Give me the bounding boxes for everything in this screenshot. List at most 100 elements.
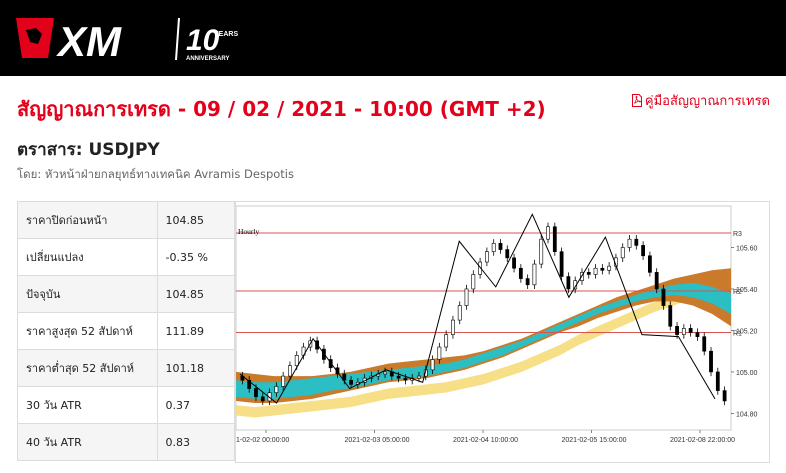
candle-body <box>709 350 713 373</box>
candle-body <box>675 325 679 335</box>
x-tick-label: 2021-02-04 10:00:00 <box>453 437 518 444</box>
candle-body <box>430 359 435 371</box>
candle-body <box>654 272 659 290</box>
y-tick-label: 105.60 <box>736 245 758 252</box>
price-chart: R3 R2 R1 Hourly 105.60 105.40 105.20 105.00 104.… <box>235 201 770 463</box>
candle-body <box>417 375 421 379</box>
stats-label: ราคาปิดก่อนหน้า <box>17 201 158 239</box>
candle-body <box>702 336 707 352</box>
candle-body <box>661 288 666 306</box>
stats-label: 40 วัน ATR <box>17 423 158 461</box>
x-tick-label: 2021-02-05 15:00:00 <box>562 437 627 444</box>
candle-body <box>403 377 408 381</box>
candle-body <box>260 396 265 402</box>
stats-row-52w-high: ราคาสูงสุด 52 สัปดาห์ 111.89 <box>17 312 236 350</box>
stats-label: 30 วัน ATR <box>17 386 158 424</box>
candle-body <box>451 319 455 335</box>
candle-body <box>620 247 625 259</box>
candle-body <box>566 276 571 290</box>
candle-body <box>396 375 401 379</box>
x-tick-label: 2021-02-08 22:00:00 <box>670 437 735 444</box>
candle-body <box>593 267 598 275</box>
candle-body <box>247 379 252 389</box>
candle-body <box>607 265 612 271</box>
candle-body <box>294 355 299 367</box>
candle-body <box>634 238 639 246</box>
signals-guide-link[interactable]: คู่มือสัญญาณการเทรด <box>631 90 770 111</box>
candle-body <box>437 346 442 360</box>
candle-body <box>471 274 476 290</box>
guide-link-label: คู่มือสัญญาณการเทรด <box>644 94 770 109</box>
site-header: XM 10 YEARS ANNIVERSARY <box>0 0 786 76</box>
candle-body <box>559 251 564 277</box>
y-tick-label: 104.80 <box>736 411 758 418</box>
candle-body <box>281 375 286 387</box>
candle-body <box>518 267 523 279</box>
stats-value: -0.35 % <box>156 238 236 276</box>
stats-label: ราคาสูงสุด 52 สัปดาห์ <box>17 312 158 350</box>
author-line: โดย: หัวหน้าฝ่ายกลยุทธ์ทางเทคนิค Avramis… <box>17 167 294 181</box>
candle-body <box>349 379 353 385</box>
x-tick-label: 1-02-02 00:00:00 <box>236 437 289 444</box>
candle-body <box>695 332 700 337</box>
candle-body <box>546 226 550 240</box>
candle-body <box>478 261 483 275</box>
y-tick-label: 105.40 <box>736 287 758 294</box>
page-title: สัญญาณการเทรด - 09 / 02 / 2021 - 10:00 (… <box>17 97 546 121</box>
candle-body <box>539 238 544 265</box>
candle-body <box>586 272 591 275</box>
candle-body <box>288 365 292 377</box>
stats-row-current: ปัจจุบัน 104.85 <box>17 275 236 313</box>
orange-band <box>236 268 731 404</box>
chart-svg: R3 R2 R1 Hourly 105.60 105.40 105.20 105.00 104.… <box>236 205 758 444</box>
chart-timeframe-label: Hourly <box>238 227 259 236</box>
stats-table: ราคาปิดก่อนหน้า 104.85 เปลี่ยนแปลง -0.35… <box>17 201 236 461</box>
candle-body <box>457 305 462 321</box>
bull-head-shape <box>26 28 42 44</box>
candle-body <box>668 305 673 327</box>
y-tick-label: 105.00 <box>736 370 758 377</box>
stats-row-52w-low: ราคาต่ำสุด 52 สัปดาห์ 101.18 <box>17 349 236 387</box>
instrument-heading: ตราสาร: USDJPY <box>17 140 160 160</box>
candle-body <box>383 371 387 375</box>
stats-value: 0.37 <box>156 386 236 424</box>
candle-body <box>505 249 510 259</box>
stats-value: 0.83 <box>156 423 236 461</box>
candle-body <box>525 278 530 286</box>
candle-body <box>274 386 279 393</box>
candle-body <box>600 267 605 271</box>
stats-label: ปัจจุบัน <box>17 275 158 313</box>
candle-body <box>715 371 720 391</box>
stats-row-change: เปลี่ยนแปลง -0.35 % <box>17 238 236 276</box>
stats-value: 104.85 <box>156 201 236 239</box>
xm-10-anniversary-logo[interactable]: XM 10 YEARS ANNIVERSARY <box>14 12 254 64</box>
candle-body <box>464 288 469 306</box>
stats-label: ราคาต่ำสุด 52 สัปดาห์ <box>17 349 158 387</box>
zigzag-line <box>239 213 716 404</box>
y-tick-label: 105.20 <box>736 328 758 335</box>
candle-body <box>647 255 652 273</box>
candle-body <box>641 245 646 257</box>
candle-body <box>512 257 516 269</box>
candle-body <box>484 251 489 263</box>
stats-value: 104.85 <box>156 275 236 313</box>
candle-body <box>722 390 727 402</box>
pdf-icon <box>631 94 642 107</box>
candle-body <box>254 388 258 398</box>
level-label-r3: R3 <box>733 231 742 238</box>
candle-body <box>328 359 333 369</box>
candle-body <box>532 263 537 286</box>
candle-body <box>491 243 496 252</box>
stats-row-atr-30: 30 วัน ATR 0.37 <box>17 386 236 424</box>
level-label-r1: R1 <box>733 331 742 338</box>
anniversary-years: YEARS <box>214 31 238 38</box>
candle-body <box>688 328 693 333</box>
x-tick-label: 2021-02-03 05:00:00 <box>345 437 410 444</box>
anniversary-number: 10 <box>186 24 220 57</box>
candle-body <box>444 334 449 348</box>
candle-body <box>335 367 340 375</box>
candle-body <box>627 238 632 248</box>
candle-body <box>681 328 686 335</box>
candle-body <box>498 243 503 250</box>
level-label-r2: R2 <box>733 289 742 296</box>
